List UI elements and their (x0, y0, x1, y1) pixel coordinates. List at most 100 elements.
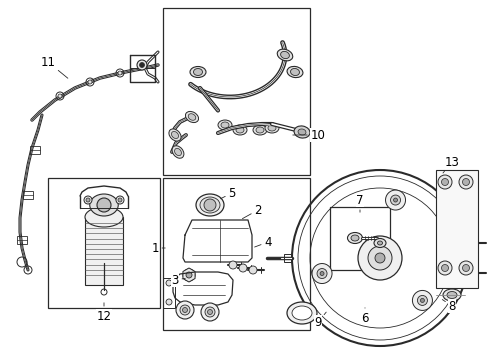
Ellipse shape (90, 194, 118, 216)
Bar (30, 146, 40, 154)
Bar (284, 254, 291, 262)
Text: 5: 5 (220, 186, 235, 199)
Circle shape (458, 261, 472, 275)
Ellipse shape (442, 289, 460, 301)
Circle shape (165, 280, 172, 286)
Circle shape (207, 310, 212, 315)
Circle shape (316, 269, 326, 279)
Ellipse shape (221, 122, 228, 128)
Ellipse shape (218, 120, 231, 130)
Text: 8: 8 (442, 300, 455, 312)
Circle shape (390, 195, 400, 205)
Circle shape (437, 175, 451, 189)
Ellipse shape (168, 129, 181, 141)
Ellipse shape (236, 127, 244, 133)
Text: 11: 11 (41, 55, 68, 78)
Circle shape (462, 179, 468, 185)
Ellipse shape (193, 68, 202, 76)
Circle shape (185, 272, 192, 278)
Bar (163, 178, 309, 330)
Text: 13: 13 (442, 156, 459, 173)
Circle shape (311, 264, 331, 284)
Bar (48, 178, 160, 308)
Bar (163, 8, 309, 175)
Circle shape (458, 175, 472, 189)
Circle shape (180, 305, 190, 315)
Bar (17, 236, 27, 244)
Ellipse shape (264, 123, 279, 133)
Ellipse shape (185, 112, 198, 122)
Ellipse shape (85, 207, 123, 227)
Bar (163, 278, 175, 308)
Circle shape (437, 261, 451, 275)
Bar (435, 170, 477, 288)
Circle shape (116, 196, 124, 204)
Circle shape (183, 269, 195, 281)
Circle shape (137, 60, 147, 70)
Ellipse shape (188, 114, 195, 120)
Text: 10: 10 (292, 129, 325, 141)
Circle shape (385, 190, 405, 210)
Circle shape (248, 266, 257, 274)
Text: 4: 4 (254, 235, 271, 248)
Circle shape (86, 198, 90, 202)
Circle shape (185, 272, 192, 278)
Circle shape (420, 298, 424, 302)
Ellipse shape (171, 131, 178, 139)
Bar (85, 217, 123, 285)
Ellipse shape (190, 67, 205, 77)
Ellipse shape (377, 241, 382, 245)
Ellipse shape (172, 146, 183, 158)
Circle shape (203, 199, 216, 211)
Text: 1: 1 (151, 242, 165, 255)
Bar (329, 207, 389, 270)
Ellipse shape (373, 239, 385, 248)
Text: 12: 12 (96, 303, 111, 323)
Polygon shape (183, 268, 195, 282)
Ellipse shape (286, 302, 316, 324)
Ellipse shape (290, 68, 299, 76)
Ellipse shape (350, 235, 358, 241)
Circle shape (239, 264, 246, 272)
Ellipse shape (280, 51, 289, 59)
Circle shape (118, 198, 122, 202)
Ellipse shape (293, 126, 309, 138)
Text: 2: 2 (242, 203, 261, 219)
Ellipse shape (252, 125, 266, 135)
Circle shape (374, 253, 384, 263)
Circle shape (118, 71, 122, 75)
Circle shape (393, 198, 397, 202)
Circle shape (88, 80, 92, 84)
Circle shape (228, 261, 237, 269)
Circle shape (139, 63, 144, 68)
Circle shape (84, 196, 92, 204)
Text: 9: 9 (314, 312, 325, 328)
Ellipse shape (256, 127, 264, 133)
Circle shape (201, 303, 219, 321)
Circle shape (58, 94, 62, 98)
Circle shape (182, 307, 187, 312)
Circle shape (204, 307, 215, 317)
Ellipse shape (267, 125, 275, 131)
Circle shape (367, 246, 391, 270)
Ellipse shape (286, 66, 303, 78)
Ellipse shape (277, 49, 292, 61)
Ellipse shape (174, 148, 181, 156)
Circle shape (319, 271, 324, 275)
Ellipse shape (291, 306, 311, 320)
Ellipse shape (347, 233, 362, 243)
Circle shape (165, 299, 172, 305)
Circle shape (441, 179, 447, 185)
Circle shape (357, 236, 401, 280)
Text: 6: 6 (361, 308, 368, 324)
Circle shape (441, 265, 447, 271)
Bar (23, 191, 33, 199)
Text: 7: 7 (356, 194, 363, 212)
Ellipse shape (297, 129, 305, 135)
Text: 3: 3 (171, 274, 185, 287)
Ellipse shape (232, 125, 246, 135)
Ellipse shape (446, 292, 456, 298)
Circle shape (97, 198, 111, 212)
Ellipse shape (196, 194, 224, 216)
Circle shape (411, 291, 431, 310)
